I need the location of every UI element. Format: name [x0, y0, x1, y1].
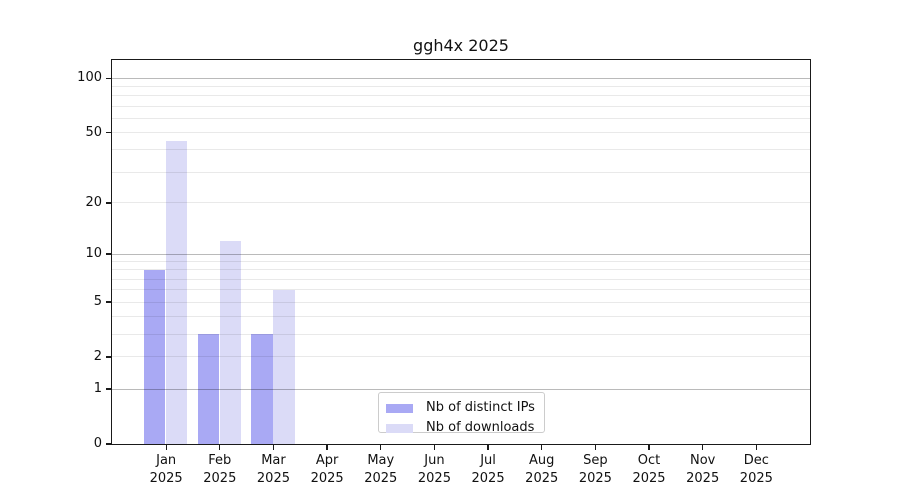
- x-tick-mark: [594, 445, 597, 451]
- minor-gridline-20: [112, 202, 810, 204]
- y-tick-mark: [105, 131, 112, 134]
- y-tick-label: 0: [93, 436, 102, 451]
- minor-gridline-50: [112, 132, 810, 134]
- y-tick-mark: [105, 443, 112, 445]
- x-tick-label-sep: Sep 2025: [578, 453, 612, 486]
- x-tick-mark: [219, 445, 221, 451]
- x-tick-label-jul: Jul 2025: [471, 453, 505, 486]
- x-tick-mark: [755, 445, 757, 451]
- x-tick-label-nov: Nov 2025: [686, 453, 720, 486]
- x-tick-label-feb: Feb 2025: [203, 453, 237, 486]
- major-gridline-100: [112, 77, 810, 79]
- y-tick-label: 50: [85, 124, 102, 140]
- y-tick-label: 10: [85, 246, 102, 262]
- bar-distinct-ips-mar: [251, 334, 273, 444]
- y-tick-label: 100: [77, 70, 102, 86]
- x-tick-mark: [433, 445, 436, 451]
- legend-label-distinct-ips: Nb of distinct IPs: [426, 400, 535, 415]
- x-tick-mark: [326, 445, 328, 451]
- x-tick-label-aug: Aug 2025: [525, 453, 559, 486]
- x-tick-mark: [380, 445, 382, 451]
- minor-gridline-9: [112, 261, 810, 263]
- y-tick-label: 2: [93, 348, 102, 364]
- y-tick-mark: [105, 388, 112, 390]
- x-tick-label-mar: Mar 2025: [256, 453, 290, 486]
- legend: Nb of distinct IPs Nb of downloads: [378, 392, 545, 435]
- x-tick-label-oct: Oct 2025: [632, 453, 666, 486]
- legend-item-distinct-ips: Nb of distinct IPs: [386, 398, 544, 418]
- major-gridline-10: [112, 253, 810, 255]
- minor-gridline-7: [112, 278, 810, 280]
- minor-gridline-4: [112, 316, 810, 318]
- x-tick-label-jan: Jan 2025: [149, 453, 183, 486]
- x-tick-label-apr: Apr 2025: [310, 453, 344, 486]
- x-tick-mark: [487, 445, 489, 451]
- chart-title: ggh4x 2025: [413, 36, 509, 55]
- minor-gridline-80: [112, 95, 810, 97]
- legend-swatch-distinct-ips: [386, 403, 413, 413]
- minor-gridline-8: [112, 269, 810, 271]
- legend-item-downloads: Nb of downloads: [386, 418, 544, 438]
- bar-downloads-jan: [165, 140, 188, 444]
- minor-gridline-90: [112, 86, 810, 88]
- y-tick-mark: [105, 356, 112, 358]
- x-tick-mark: [648, 445, 650, 451]
- y-tick-mark: [105, 301, 112, 303]
- x-tick-label-dec: Dec 2025: [739, 453, 773, 486]
- minor-gridline-30: [112, 171, 810, 173]
- legend-swatch-downloads: [386, 423, 413, 433]
- x-tick-mark: [702, 445, 704, 451]
- y-tick-mark: [105, 202, 112, 204]
- minor-gridline-70: [112, 105, 810, 107]
- x-tick-label-may: May 2025: [364, 453, 398, 486]
- legend-label-downloads: Nb of downloads: [426, 420, 535, 435]
- minor-gridline-5: [112, 301, 810, 303]
- bar-distinct-ips-feb: [197, 334, 219, 444]
- x-tick-label-jun: Jun 2025: [417, 453, 451, 486]
- minor-gridline-40: [112, 149, 810, 151]
- bar-downloads-mar: [273, 289, 295, 444]
- x-tick-mark: [272, 445, 275, 451]
- y-tick-mark: [105, 77, 112, 80]
- minor-gridline-60: [112, 117, 810, 119]
- bar-distinct-ips-jan: [143, 269, 166, 444]
- plot-area: [111, 59, 811, 445]
- y-tick-label: 1: [93, 381, 102, 397]
- bar-downloads-feb: [219, 240, 242, 444]
- x-tick-mark: [165, 445, 167, 451]
- y-tick-label: 20: [85, 194, 102, 210]
- y-tick-mark: [105, 253, 112, 255]
- y-tick-label: 5: [93, 294, 102, 310]
- minor-gridline-6: [112, 289, 810, 291]
- x-tick-mark: [541, 445, 543, 451]
